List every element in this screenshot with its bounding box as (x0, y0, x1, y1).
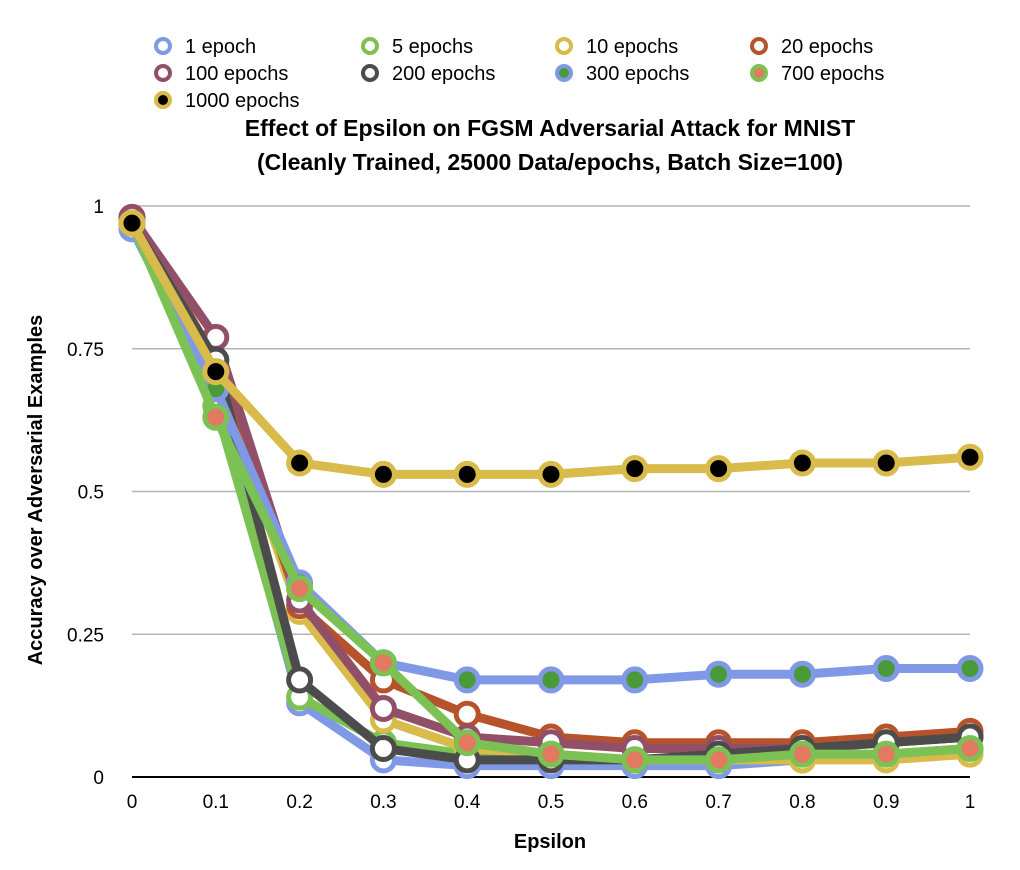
x-tick-label: 0.9 (873, 792, 899, 813)
legend-label: 200 epochs (392, 63, 495, 85)
legend-marker (154, 64, 172, 82)
legend-marker (361, 64, 379, 82)
data-point (453, 666, 481, 694)
data-point (705, 455, 733, 483)
x-tick-label: 1 (965, 792, 976, 813)
data-point (621, 746, 649, 774)
x-axis-ticks: 0 0.1 0.2 0.3 0.4 0.5 0.6 0.7 0.8 0.9 1 (127, 792, 976, 813)
legend-label: 300 epochs (586, 63, 689, 85)
data-point (369, 649, 397, 677)
legend-item: 10 epochs (555, 36, 678, 58)
legend-marker (750, 64, 768, 82)
series-lines (118, 203, 984, 780)
x-tick-label: 0.3 (370, 792, 396, 813)
legend-label: 5 epochs (392, 36, 473, 58)
data-point (202, 403, 230, 431)
data-point (872, 740, 900, 768)
data-point (705, 746, 733, 774)
x-tick-label: 0.2 (286, 792, 312, 813)
chart-title-line2: (Cleanly Trained, 25000 Data/epochs, Bat… (257, 149, 843, 175)
data-point (956, 734, 984, 762)
data-point (453, 700, 481, 728)
legend-marker (154, 91, 172, 109)
data-point (705, 660, 733, 688)
data-point (872, 655, 900, 683)
legend-label: 100 epochs (185, 63, 288, 85)
x-tick-label: 0.5 (538, 792, 564, 813)
legend-item: 5 epochs (361, 36, 473, 58)
data-point (286, 575, 314, 603)
legend-marker (750, 37, 768, 55)
x-tick-label: 0.1 (203, 792, 229, 813)
data-point (369, 734, 397, 762)
chart-title-line1: Effect of Epsilon on FGSM Adversarial At… (245, 115, 855, 141)
legend-label: 1 epoch (185, 36, 256, 58)
data-point (537, 460, 565, 488)
y-axis-title: Accuracy over Adversarial Examples (25, 315, 47, 666)
y-tick-label: 0.75 (67, 340, 104, 361)
data-point (956, 443, 984, 471)
legend-marker (154, 37, 172, 55)
legend-label: 1000 epochs (185, 90, 300, 112)
data-point (537, 740, 565, 768)
legend-marker (361, 37, 379, 55)
x-axis-title: Epsilon (514, 831, 586, 853)
x-tick-label: 0.4 (454, 792, 481, 813)
legend-item: 300 epochs (555, 63, 689, 85)
series (118, 209, 984, 488)
data-point (286, 666, 314, 694)
x-tick-label: 0.7 (705, 792, 731, 813)
legend-label: 10 epochs (586, 36, 678, 58)
y-tick-label: 0 (93, 768, 104, 789)
data-point (537, 666, 565, 694)
data-point (202, 358, 230, 386)
y-tick-label: 0.25 (67, 625, 104, 646)
series-line (127, 218, 975, 685)
legend-item: 700 epochs (750, 63, 884, 85)
legend-marker (555, 37, 573, 55)
legend-item: 1 epoch (154, 36, 256, 58)
x-tick-label: 0 (127, 792, 138, 813)
data-point (621, 455, 649, 483)
data-point (788, 740, 816, 768)
legend: 1 epoch 5 epochs 10 epochs 20 epochs 100 epo… (154, 36, 884, 112)
y-axis-ticks: 0 0.25 0.5 0.75 1 (67, 197, 104, 789)
x-tick-label: 0.6 (622, 792, 648, 813)
y-tick-label: 0.5 (78, 483, 104, 504)
data-point (369, 460, 397, 488)
data-point (788, 660, 816, 688)
legend-item: 100 epochs (154, 63, 288, 85)
legend-item: 1000 epochs (154, 90, 300, 112)
data-point (118, 209, 146, 237)
data-point (872, 449, 900, 477)
x-tick-label: 0.8 (789, 792, 815, 813)
data-point (453, 460, 481, 488)
legend-label: 20 epochs (781, 36, 873, 58)
legend-item: 20 epochs (750, 36, 873, 58)
data-point (453, 729, 481, 757)
data-point (369, 694, 397, 722)
data-point (956, 655, 984, 683)
legend-marker (555, 64, 573, 82)
legend-item: 200 epochs (361, 63, 495, 85)
y-tick-label: 1 (93, 197, 104, 218)
legend-label: 700 epochs (781, 63, 884, 85)
data-point (286, 449, 314, 477)
data-point (621, 666, 649, 694)
data-point (788, 449, 816, 477)
